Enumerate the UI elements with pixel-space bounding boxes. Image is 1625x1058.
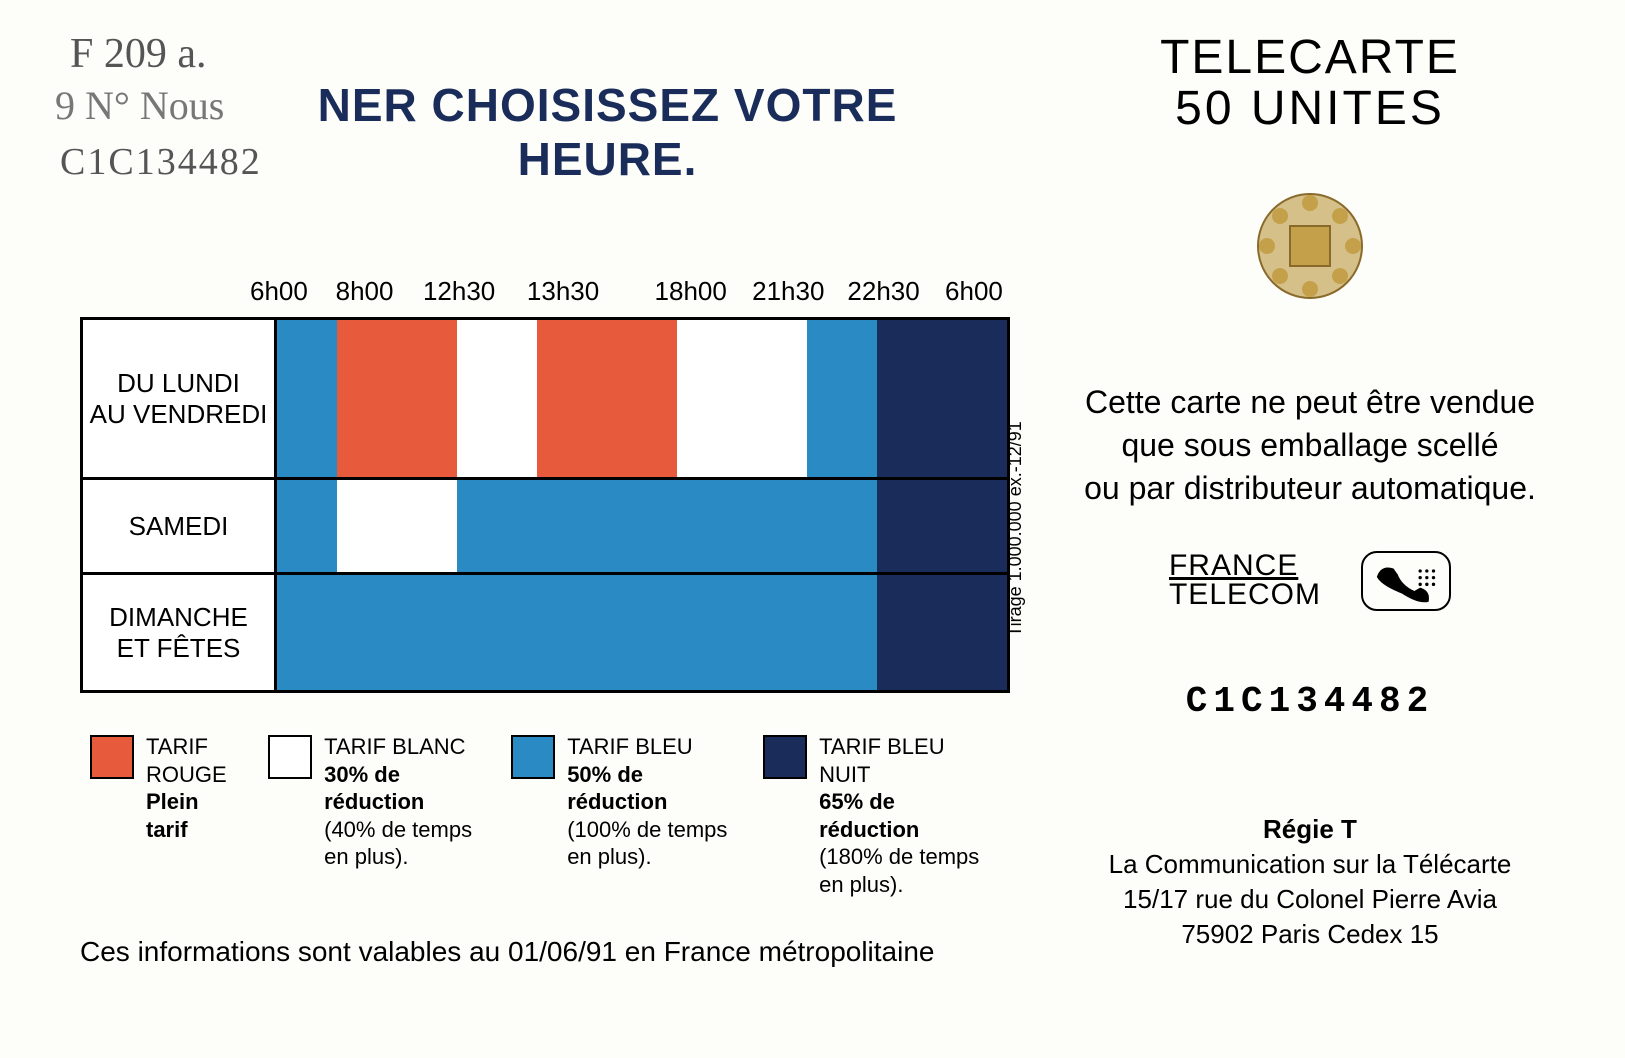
legend-swatch [268,735,312,779]
row-label: DU LUNDIAU VENDREDI [83,320,277,480]
legend-swatch [511,735,555,779]
schedule-row [277,480,1007,575]
handwritten-note-2: 9 N° Nous [55,82,224,129]
telecarte-title-1: TELECARTE [1035,30,1585,85]
sale-notice: Cette carte ne peut être vendue que sous… [1035,381,1585,511]
schedule-segment [677,320,807,477]
france-telecom-logo: FRANCE TELECOM [1169,552,1321,609]
right-panel: Tirage 1.000.000 ex.-12/91 TELECARTE 50 … [1015,0,1625,1058]
row-labels: DU LUNDIAU VENDREDISAMEDIDIMANCHEET FÊTE… [83,320,277,690]
legend-text: TARIF ROUGEPlein tarif [146,733,238,898]
legend-item: TARIF BLEU50% deréduction(100% de temps … [511,733,733,898]
notice-line-1: Cette carte ne peut être vendue [1035,381,1585,424]
schedule-segment [337,320,457,477]
left-panel: F 209 a. 9 N° Nous C1C134482 NER CHOISIS… [0,0,1015,1058]
time-label: 6h00 [250,276,308,307]
row-label: SAMEDI [83,480,277,575]
schedule-segment [877,480,1007,572]
schedule-row [277,320,1007,480]
time-label: 13h30 [497,276,629,307]
schedule-segment [277,480,337,572]
tariff-schedule: DU LUNDIAU VENDREDISAMEDIDIMANCHEET FÊTE… [80,317,1010,693]
time-label: 12h30 [421,276,497,307]
schedule-segment [537,320,677,477]
legend-text: TARIF BLEU50% deréduction(100% de temps … [567,733,733,898]
france-telecom-logo-row: FRANCE TELECOM [1035,551,1585,611]
schedule-segment [807,320,877,477]
handwritten-note-1: F 209 a. [70,30,207,78]
schedule-segment [457,320,537,477]
legend-item: TARIF ROUGEPlein tarif [90,733,238,898]
row-label: DIMANCHEET FÊTES [83,575,277,690]
schedule-segment [877,575,1007,690]
regie-line-3: 15/17 rue du Colonel Pierre Avia [1035,882,1585,917]
time-label: 22h30 [822,276,945,307]
validity-note: Ces informations sont valables au 01/06/… [80,936,985,968]
time-label: 8h00 [308,276,421,307]
schedule-segment [337,480,457,572]
legend: TARIF ROUGEPlein tarif TARIF BLANC30% der… [90,733,985,898]
schedule-segment [277,575,877,690]
time-label: 6h00 [945,276,985,307]
regie-line-2: La Communication sur la Télécarte [1035,847,1585,882]
legend-text: TARIF BLANC30% deréduction(40% de temps … [324,733,481,898]
regie-title: Régie T [1035,812,1585,847]
notice-line-3: ou par distributeur automatique. [1035,467,1585,510]
time-label: 18h00 [629,276,752,307]
ft-line-2: TELECOM [1169,581,1321,610]
legend-item: TARIF BLEU NUIT65% deréduction(180% de t… [763,733,985,898]
time-axis: 6h008h0012h3013h3018h0021h3022h306h00 [250,276,985,307]
time-label: 21h30 [752,276,822,307]
legend-swatch [90,735,134,779]
telecarte-title-2: 50 UNITES [1035,81,1585,136]
telecarte-card: F 209 a. 9 N° Nous C1C134482 NER CHOISIS… [0,0,1625,1058]
notice-line-2: que sous emballage scellé [1035,424,1585,467]
tirage-text: Tirage 1.000.000 ex.-12/91 [1005,421,1026,636]
ft-line-1: FRANCE [1169,552,1321,581]
schedule-bars [277,320,1007,690]
legend-item: TARIF BLANC30% deréduction(40% de temps … [268,733,481,898]
chip-icon [1245,191,1375,301]
schedule-row [277,575,1007,690]
schedule-segment [457,480,877,572]
schedule-segment [277,320,337,477]
regie-block: Régie T La Communication sur la Télécart… [1035,812,1585,952]
serial-number: C1C134482 [1035,681,1585,722]
legend-swatch [763,735,807,779]
legend-text: TARIF BLEU NUIT65% deréduction(180% de t… [819,733,985,898]
schedule-segment [877,320,1007,477]
phone-icon [1361,551,1451,611]
regie-line-4: 75902 Paris Cedex 15 [1035,917,1585,952]
handwritten-note-3: C1C134482 [60,140,262,184]
